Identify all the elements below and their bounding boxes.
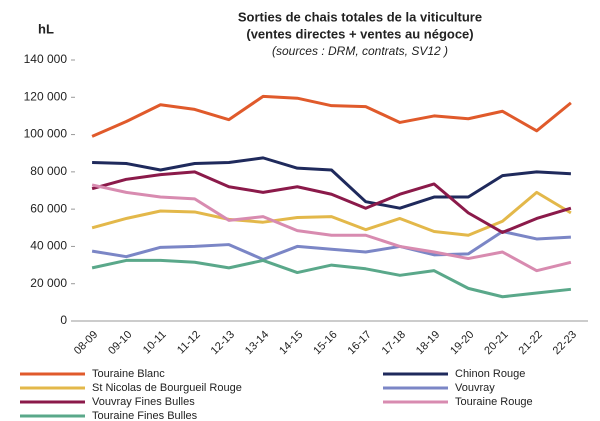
legend-label: Touraine Blanc — [92, 368, 165, 380]
series-line — [92, 156, 571, 210]
chart-title-line2: (ventes directes + ventes au négoce) — [246, 26, 473, 41]
series-line — [91, 183, 572, 273]
chart-title: Sorties de chais totales de la viticultu… — [238, 9, 482, 24]
x-tick-label: 14-15 — [277, 329, 305, 357]
legend-label: Vouvray — [455, 382, 495, 394]
y-tick-label: 100 000 — [24, 127, 68, 141]
y-tick-label: 40 000 — [30, 239, 67, 253]
series-line — [91, 258, 572, 299]
legend-label: Chinon Rouge — [455, 368, 525, 380]
x-tick-label: 21-22 — [516, 329, 544, 357]
y-tick-label: 20 000 — [30, 276, 67, 290]
x-tick-label: 22-23 — [551, 329, 579, 357]
x-tick-label: 13-14 — [243, 329, 271, 357]
legend-label: St Nicolas de Bourgueil Rouge — [92, 382, 242, 394]
y-tick-label: 60 000 — [30, 201, 67, 215]
y-tick-label: 120 000 — [24, 89, 68, 103]
x-tick-label: 10-11 — [141, 329, 169, 357]
y-tick-label: 140 000 — [24, 52, 68, 66]
x-tick-label: 19-20 — [448, 329, 476, 357]
y-tick-label: 80 000 — [30, 164, 67, 178]
legend-label: Touraine Fines Bulles — [92, 410, 198, 421]
series-line — [91, 94, 572, 138]
x-tick-label: 17-18 — [380, 329, 408, 357]
x-tick-label: 16-17 — [345, 329, 373, 357]
x-tick-label: 18-19 — [414, 329, 442, 357]
x-tick-label: 08-09 — [72, 329, 100, 357]
x-tick-label: 12-13 — [209, 329, 237, 357]
y-axis-label: hL — [38, 21, 54, 36]
x-tick-label: 09-10 — [106, 329, 134, 357]
chart-subtitle: (sources : DRM, contrats, SV12 ) — [272, 44, 448, 58]
x-tick-label: 11-12 — [175, 329, 203, 357]
series-line — [91, 170, 572, 234]
legend-label: Vouvray Fines Bulles — [92, 396, 195, 408]
legend-label: Touraine Rouge — [455, 396, 533, 408]
x-tick-label: 20-21 — [482, 329, 510, 357]
x-tick-label: 15-16 — [311, 329, 339, 357]
series-line — [91, 230, 571, 261]
y-tick-label: 0 — [60, 313, 67, 327]
